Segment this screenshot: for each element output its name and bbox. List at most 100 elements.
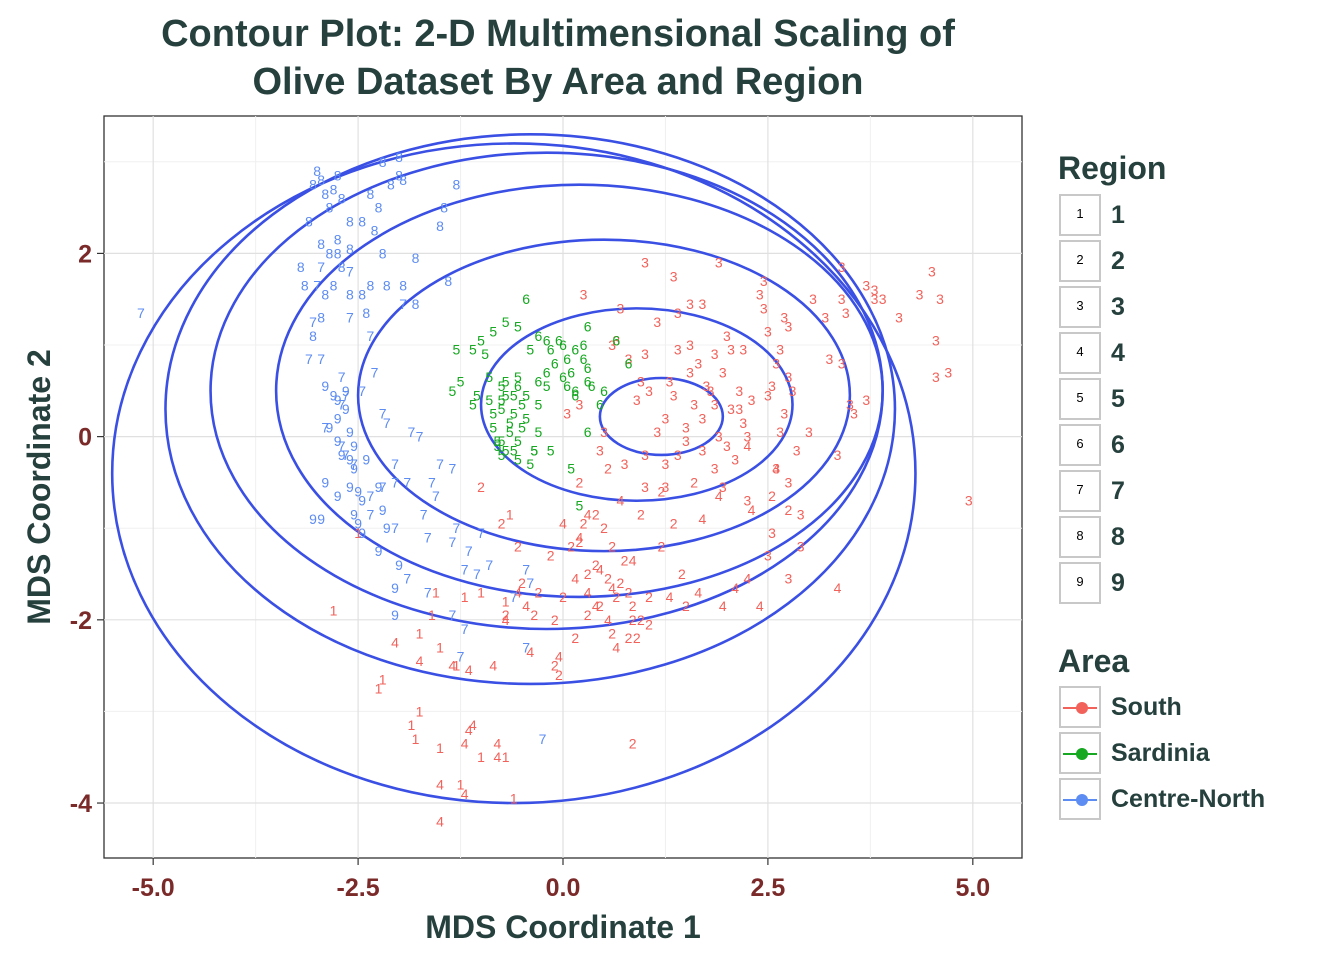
data-point-region-2: 2 <box>616 575 624 591</box>
data-point-region-3: 3 <box>785 319 793 335</box>
data-point-region-1: 1 <box>436 639 444 655</box>
data-point-region-2: 2 <box>690 474 698 490</box>
data-point-region-9: 9 <box>346 424 354 440</box>
data-point-region-9: 9 <box>358 525 366 541</box>
data-point-region-1: 1 <box>416 626 424 642</box>
data-point-region-5: 5 <box>502 387 510 403</box>
data-point-region-3: 3 <box>563 406 571 422</box>
data-point-region-8: 8 <box>338 259 346 275</box>
region-key-3: 3 <box>1059 286 1101 328</box>
data-point-region-9: 9 <box>383 520 391 536</box>
y-axis-ticks: 2 0 -2 -4 <box>70 240 104 818</box>
data-point-region-9: 9 <box>338 447 346 463</box>
data-point-region-9: 9 <box>309 511 317 527</box>
data-point-region-2: 2 <box>559 589 567 605</box>
data-point-region-3: 3 <box>825 351 833 367</box>
data-point-region-9: 9 <box>350 506 358 522</box>
data-point-region-6: 6 <box>563 351 571 367</box>
data-point-region-3: 3 <box>862 392 870 408</box>
data-point-region-5: 5 <box>498 447 506 463</box>
data-point-region-7: 7 <box>399 296 407 312</box>
data-point-region-8: 8 <box>379 245 387 261</box>
data-point-region-3: 3 <box>711 397 719 413</box>
data-point-region-8: 8 <box>334 245 342 261</box>
data-point-region-9: 9 <box>321 378 329 394</box>
data-point-region-2: 2 <box>584 566 592 582</box>
data-point-region-7: 7 <box>342 387 350 403</box>
data-point-region-3: 3 <box>805 424 813 440</box>
data-point-region-5: 5 <box>543 378 551 394</box>
data-point-region-7: 7 <box>424 584 432 600</box>
data-point-region-7: 7 <box>317 351 325 367</box>
data-point-region-6: 6 <box>555 332 563 348</box>
data-point-region-2: 2 <box>575 474 583 490</box>
data-point-region-4: 4 <box>489 658 497 674</box>
data-point-region-7: 7 <box>403 474 411 490</box>
data-point-region-5: 5 <box>518 397 526 413</box>
data-point-region-5: 5 <box>526 456 534 472</box>
data-point-region-1: 1 <box>457 777 465 793</box>
data-point-region-4: 4 <box>834 580 842 596</box>
data-point-region-3: 3 <box>641 255 649 271</box>
data-point-region-3: 3 <box>744 429 752 445</box>
chart-title: Contour Plot: 2-D Multimensional Scaling… <box>161 13 955 55</box>
contour-line <box>209 151 884 631</box>
data-point-region-3: 3 <box>735 383 743 399</box>
data-point-region-4: 4 <box>559 516 567 532</box>
data-point-region-4: 4 <box>731 580 739 596</box>
data-point-region-5: 5 <box>489 419 497 435</box>
region-key-glyph: 8 <box>1076 528 1084 543</box>
data-point-region-4: 4 <box>571 571 579 587</box>
area-legend-title: Area <box>1058 643 1130 679</box>
data-point-region-7: 7 <box>453 520 461 536</box>
data-point-region-5: 5 <box>473 387 481 403</box>
data-point-region-3: 3 <box>670 387 678 403</box>
data-point-region-7: 7 <box>346 310 354 326</box>
data-point-region-3: 3 <box>682 419 690 435</box>
data-point-region-3: 3 <box>666 374 674 390</box>
data-point-region-3: 3 <box>916 287 924 303</box>
data-point-region-4: 4 <box>592 598 600 614</box>
data-point-region-8: 8 <box>338 190 346 206</box>
data-point-region-4: 4 <box>698 511 706 527</box>
data-point-region-6: 6 <box>571 383 579 399</box>
data-point-region-3: 3 <box>764 387 772 403</box>
data-point-region-4: 4 <box>465 662 473 678</box>
data-point-region-7: 7 <box>371 364 379 380</box>
data-point-region-8: 8 <box>334 168 342 184</box>
data-point-region-3: 3 <box>756 287 764 303</box>
data-point-region-8: 8 <box>317 236 325 252</box>
region-key-4: 4 <box>1059 332 1101 374</box>
data-point-region-9: 9 <box>330 387 338 403</box>
data-point-region-3: 3 <box>780 310 788 326</box>
data-point-region-6: 6 <box>551 355 559 371</box>
data-point-region-9: 9 <box>354 516 362 532</box>
data-point-region-9: 9 <box>350 438 358 454</box>
data-point-region-3: 3 <box>772 461 780 477</box>
region-key-label: 9 <box>1111 569 1125 597</box>
data-point-region-8: 8 <box>309 177 317 193</box>
data-point-region-1: 1 <box>412 731 420 747</box>
x-tick-label: 2.5 <box>751 874 786 902</box>
data-point-region-3: 3 <box>653 314 661 330</box>
area-key-label: Sardinia <box>1111 739 1210 767</box>
data-point-region-5: 5 <box>489 406 497 422</box>
data-point-region-9: 9 <box>395 557 403 573</box>
data-point-region-2: 2 <box>604 571 612 587</box>
data-point-region-3: 3 <box>621 456 629 472</box>
data-point-region-8: 8 <box>436 218 444 234</box>
data-point-region-3: 3 <box>838 291 846 307</box>
data-point-region-2: 2 <box>575 534 583 550</box>
data-point-region-3: 3 <box>686 364 694 380</box>
data-point-region-8: 8 <box>358 287 366 303</box>
data-point-region-1: 1 <box>416 703 424 719</box>
data-point-region-6: 6 <box>543 332 551 348</box>
data-point-region-5: 5 <box>485 392 493 408</box>
area-key-swatch <box>1059 686 1101 728</box>
data-point-region-5: 5 <box>510 442 518 458</box>
data-point-region-7: 7 <box>309 314 317 330</box>
data-point-region-9: 9 <box>334 410 342 426</box>
data-point-region-8: 8 <box>412 296 420 312</box>
data-point-region-6: 6 <box>514 378 522 394</box>
data-point-region-5: 5 <box>514 369 522 385</box>
